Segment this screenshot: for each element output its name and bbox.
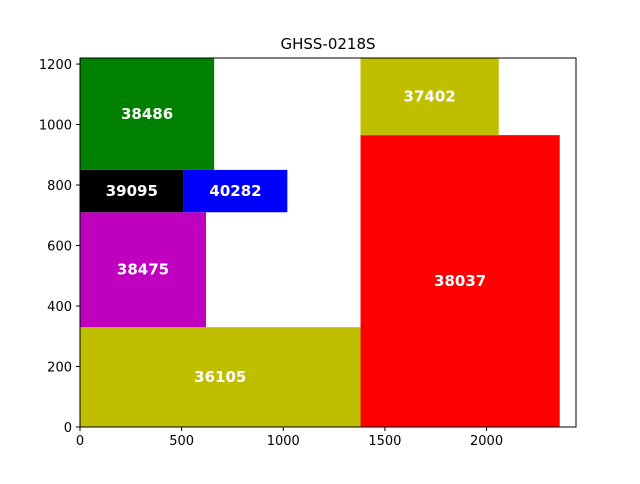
- x-tick-label: 1000: [267, 434, 300, 449]
- y-tick-label: 800: [47, 179, 72, 194]
- rect-38486: [80, 58, 215, 170]
- plot-frame: [79, 57, 577, 428]
- rect-38475: [80, 212, 207, 328]
- y-tick-label: 200: [47, 361, 72, 376]
- rect-39095: [80, 169, 184, 213]
- x-tick-label: 500: [169, 434, 194, 449]
- rects-layer: 36105 38475 39095 40282 38486 38037 37402: [80, 58, 560, 427]
- x-tick-label: 2000: [470, 434, 503, 449]
- rect-label-40282: 40282: [209, 182, 261, 200]
- x-tick-label: 1500: [368, 434, 401, 449]
- axes-layer: 0 500 1000 1500 2000 0 200 400 600 800 1000 1200: [39, 57, 577, 449]
- rect-label-36105: 36105: [194, 368, 246, 386]
- rect-37402: [360, 58, 499, 136]
- x-tick-label: 0: [76, 434, 84, 449]
- rect-label-37402: 37402: [404, 88, 456, 106]
- y-tick-label: 1000: [39, 119, 72, 134]
- y-tick-label: 0: [64, 421, 72, 436]
- y-tick-label: 400: [47, 300, 72, 315]
- rect-label-38486: 38486: [121, 105, 173, 123]
- y-tick-label: 1200: [39, 58, 72, 73]
- rect-label-38475: 38475: [117, 261, 169, 279]
- rect-label-38037: 38037: [434, 272, 486, 290]
- y-tick-label: 600: [47, 240, 72, 255]
- rect-36105: [80, 327, 361, 427]
- rect-label-39095: 39095: [106, 182, 158, 200]
- chart-title: GHSS-0218S: [280, 35, 375, 53]
- rect-40282: [183, 169, 288, 213]
- rect-38037: [360, 135, 560, 427]
